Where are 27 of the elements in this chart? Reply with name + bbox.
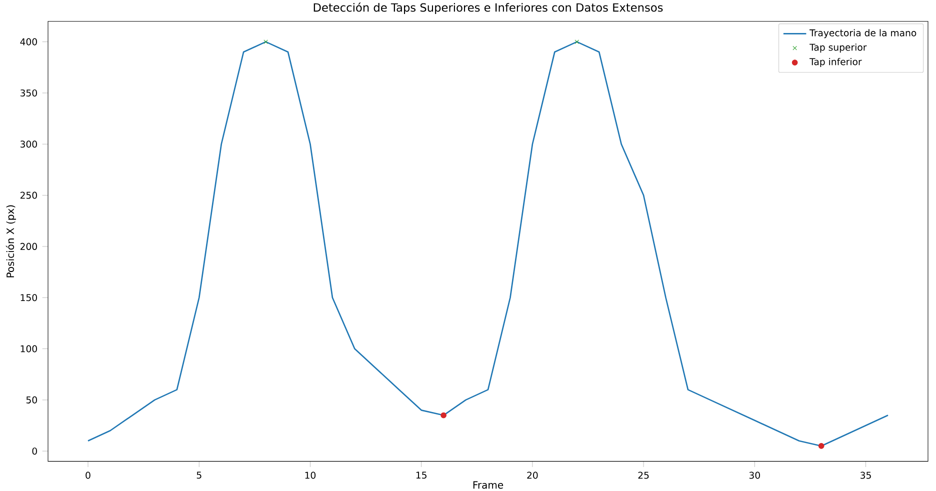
point [818,443,824,450]
y-tick-label: 200 [20,243,37,250]
x-tick-label: 30 [749,472,760,479]
y-tick-label: 350 [20,90,37,97]
y-axis-title: Posición X (px) [6,205,16,278]
point [574,40,580,44]
y-tick-label: 150 [20,294,37,302]
y-tick-label: 100 [20,345,37,352]
chart-title: Detección de Taps Superiores e Inferiores con Datos Extensos [314,2,663,14]
y-tick-label: 0 [32,448,37,455]
y-tick-label: 300 [20,140,37,148]
point [264,40,268,44]
x-axis-title: Frame [473,481,504,489]
x-tick-label: 35 [860,472,871,479]
x-tick-label: 15 [416,472,426,479]
x-tick-label: 25 [638,472,649,479]
x-tick-label: 0 [86,472,90,479]
legend-label: Tap inferior [810,58,862,68]
y-tick-label: 50 [26,396,37,404]
x-tick-label: 10 [305,472,316,479]
y-tick-label: 250 [20,192,37,199]
legend-label: Tap superior [810,44,867,53]
point [440,412,446,418]
legend-label: Trayectoria de la mano [810,29,916,38]
x-tick-label: 5 [196,472,202,479]
x-tick-label: 20 [527,472,538,479]
y-tick-label: 400 [20,38,37,46]
